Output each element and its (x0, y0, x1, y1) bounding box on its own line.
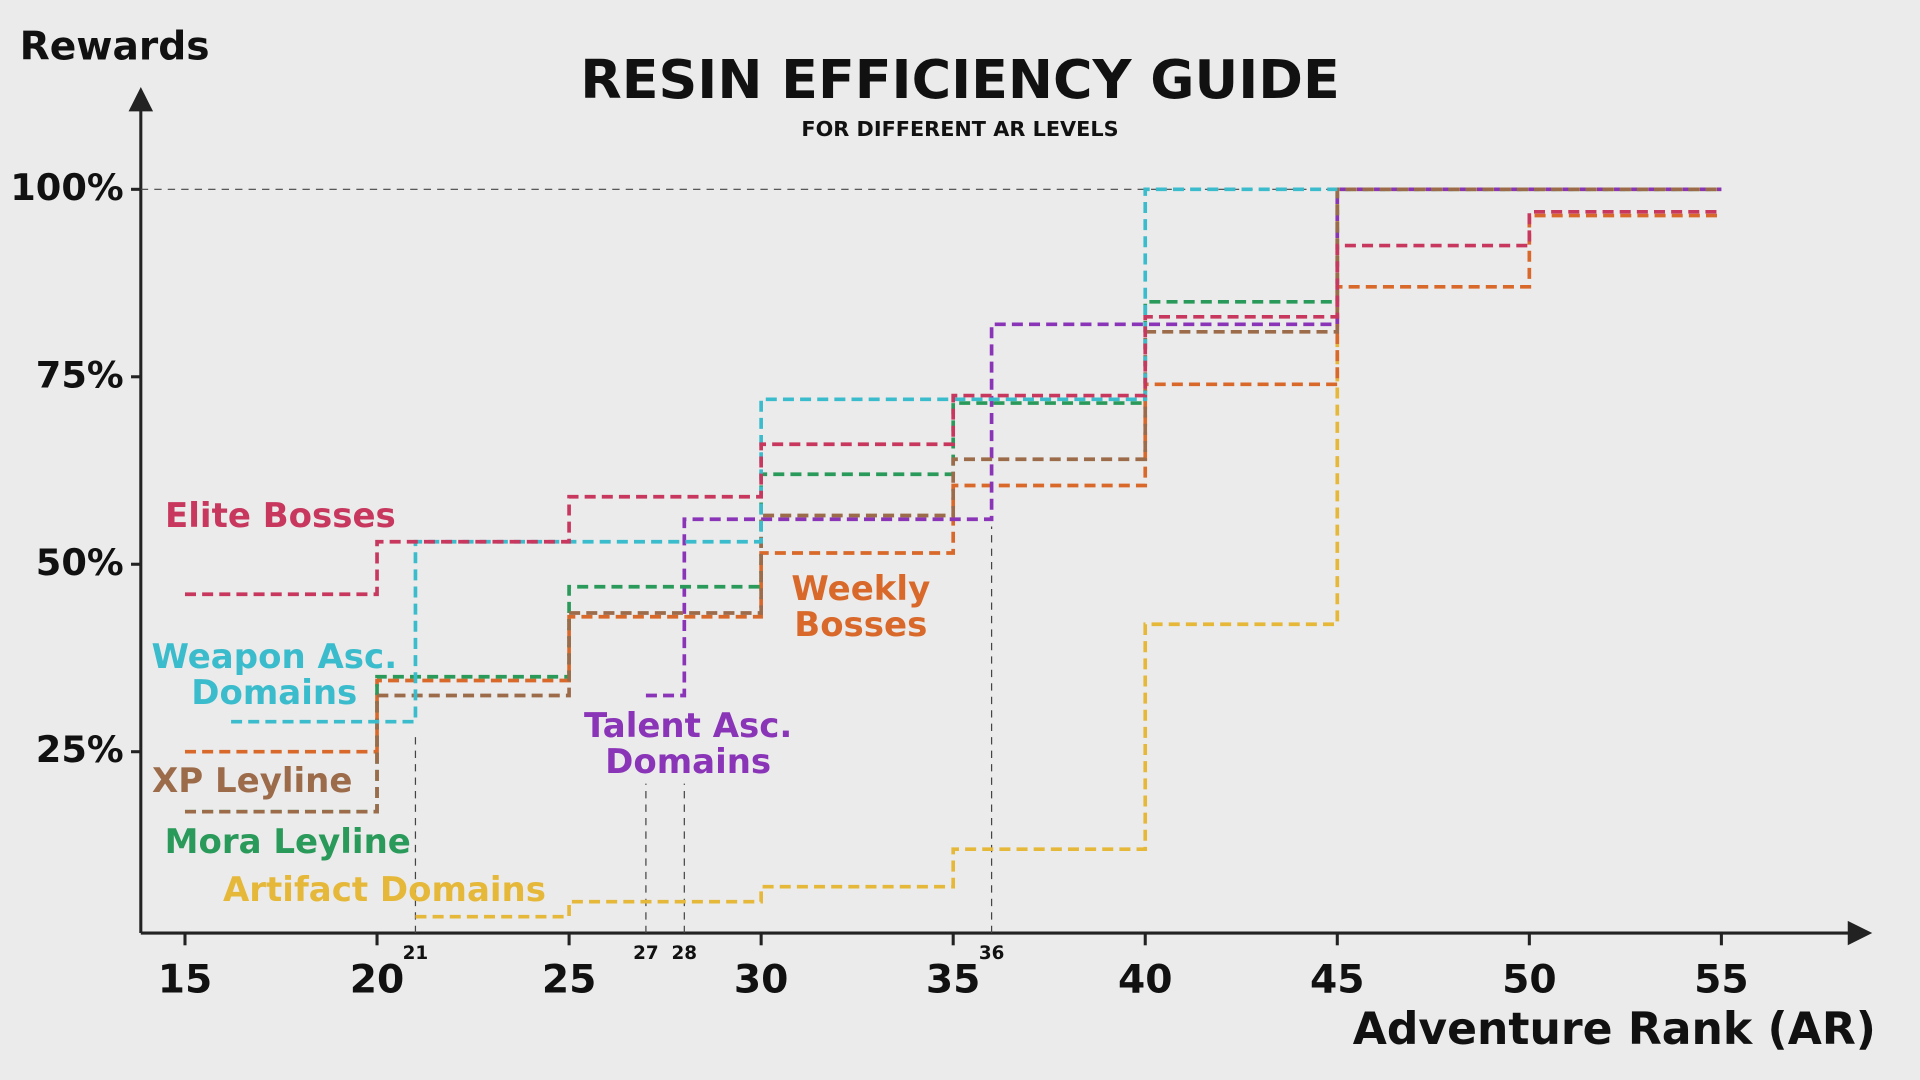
x-tick-label: 25 (542, 958, 597, 1003)
y-tick-label: 25% (36, 728, 124, 771)
step-line (184, 187, 1722, 814)
x-tick-label: 15 (158, 958, 213, 1003)
chart-title: RESIN EFFICIENCY GUIDE (580, 48, 1340, 111)
x-tick-label: 45 (1310, 958, 1365, 1003)
series-label: Weekly Bosses (791, 569, 931, 646)
x-tick-label: 30 (734, 958, 789, 1003)
minor-tick-label: 27 (633, 943, 659, 964)
y-axis-arrow (128, 86, 154, 112)
x-tick-label: 55 (1694, 958, 1749, 1003)
chart-subtitle: FOR DIFFERENT AR LEVELS (801, 117, 1118, 141)
x-tick-label: 35 (926, 958, 981, 1003)
series-label: Elite Bosses (165, 495, 396, 536)
y-tick-label: 100% (10, 166, 123, 209)
minor-tick-label: 28 (672, 943, 698, 964)
minor-tick-label: 21 (403, 943, 429, 964)
step-line (184, 187, 1722, 814)
series-label: Weapon Asc. Domains (151, 636, 398, 713)
series-label: Artifact Domains (222, 870, 546, 911)
step-line (415, 187, 1722, 919)
step-line (184, 213, 1722, 754)
step-line (184, 209, 1722, 597)
x-tick-label: 20 (350, 958, 405, 1003)
minor-tick-label: 36 (979, 943, 1005, 964)
series-label: Mora Leyline (164, 822, 411, 863)
y-tick-label: 75% (36, 353, 124, 396)
y-axis-label: Rewards (20, 24, 210, 69)
series-label: XP Leyline (152, 761, 353, 802)
x-axis-label: Adventure Rank (AR) (1353, 1004, 1876, 1055)
step-line (231, 187, 1338, 724)
x-tick-label: 40 (1118, 958, 1173, 1003)
x-tick-label: 50 (1502, 958, 1557, 1003)
y-tick-label: 50% (36, 541, 124, 584)
x-axis-arrow (1847, 920, 1873, 946)
series-label: Talent Asc. Domains (583, 706, 793, 783)
